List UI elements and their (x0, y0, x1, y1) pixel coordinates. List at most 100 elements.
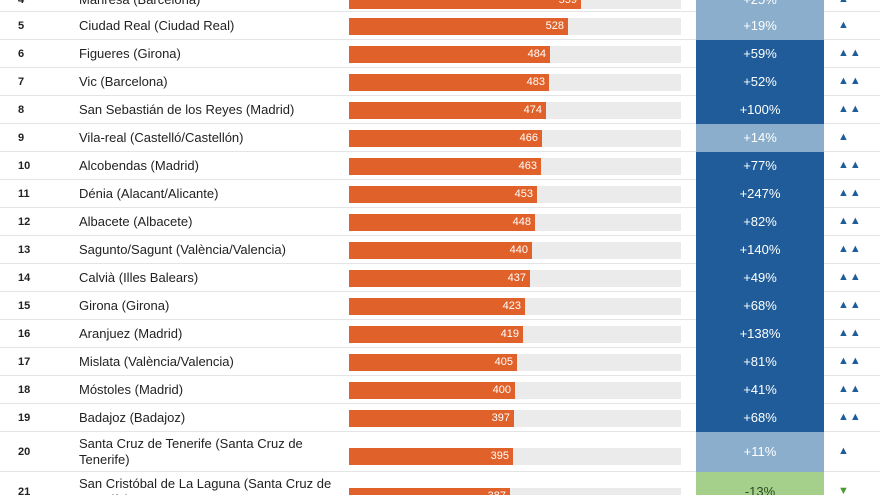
rank-cell: 11 (18, 188, 30, 200)
table-row: 19 Badajoz (Badajoz) 397 +68% ▲▲ (0, 404, 880, 432)
rank-cell: 16 (18, 328, 31, 340)
table-row: 18 Móstoles (Madrid) 400 +41% ▲▲ (0, 376, 880, 404)
change-cell: +41% (696, 376, 824, 404)
value-bar (349, 353, 517, 371)
table-row: 9 Vila-real (Castelló/Castellón) 466 +14% ▲ (0, 124, 880, 152)
rank-cell: 10 (18, 160, 31, 172)
trend-up-icon: ▲▲ (838, 271, 862, 283)
trend-up-icon: ▲ (838, 19, 850, 31)
municipality-name: Santa Cruz de Tenerife (Santa Cruz de Te… (79, 436, 303, 467)
change-cell: -13% (696, 472, 824, 495)
bar-value-label: 437 (507, 271, 526, 284)
municipality-name: Manresa (Barcelona) (79, 0, 334, 8)
value-bar (349, 129, 542, 147)
value-bar (349, 0, 581, 9)
rank-cell: 14 (18, 272, 31, 284)
table-row: 13 Sagunto/Sagunt (València/Valencia) 440 +… (0, 236, 880, 264)
table-row: 5 Ciudad Real (Ciudad Real) 528 +19% ▲ (0, 12, 880, 40)
bar-track (349, 487, 681, 495)
rank-cell: 6 (18, 48, 25, 60)
change-cell: +247% (696, 180, 824, 208)
municipality-name: Alcobendas (Madrid) (79, 158, 199, 173)
bar-value-label: 419 (500, 327, 519, 340)
rank-cell: 17 (18, 356, 31, 368)
municipality-name: Vic (Barcelona) (79, 74, 168, 89)
municipality-name: Dénia (Alacant/Alicante) (79, 186, 219, 201)
bar-value-label: 559 (521, 0, 577, 9)
table-row: 14 Calvià (Illes Balears) 437 +49% ▲▲ (0, 264, 880, 292)
table-row: 16 Aranjuez (Madrid) 419 +138% ▲▲ (0, 320, 880, 348)
municipality-name: Albacete (Albacete) (79, 214, 193, 229)
change-cell: +14% (696, 124, 824, 152)
change-cell: +68% (696, 404, 824, 432)
rank-cell: 4 (18, 0, 25, 6)
value-bar (349, 269, 530, 287)
bar-value-label: 483 (526, 75, 545, 88)
value-bar (349, 185, 537, 203)
change-cell: +52% (696, 68, 824, 96)
table-row: 11 Dénia (Alacant/Alicante) 453 +247% ▲▲ (0, 180, 880, 208)
value-bar (349, 487, 510, 495)
change-cell: +25% (696, 0, 824, 12)
rank-cell: 12 (18, 216, 31, 228)
rank-cell: 19 (18, 412, 31, 424)
trend-up-icon: ▲▲ (838, 243, 862, 255)
value-bar (349, 409, 514, 427)
table-row: 6 Figueres (Girona) 484 +59% ▲▲ (0, 40, 880, 68)
bar-value-label: 463 (518, 159, 537, 172)
municipality-name: San Cristóbal de La Laguna (Santa Cruz d… (79, 476, 332, 495)
municipality-name: Móstoles (Madrid) (79, 382, 184, 397)
rank-cell: 5 (18, 20, 25, 32)
table-row: 8 San Sebastián de los Reyes (Madrid) 474 +… (0, 96, 880, 124)
value-bar (349, 241, 532, 259)
change-cell: +19% (696, 12, 824, 40)
trend-up-icon: ▲▲ (838, 411, 862, 423)
bar-value-label: 453 (514, 187, 533, 200)
trend-up-icon: ▲ (838, 131, 850, 143)
trend-up-icon: ▲▲ (838, 215, 862, 227)
table-row: 20 Santa Cruz de Tenerife (Santa Cruz de … (0, 432, 880, 472)
municipality-name: Badajoz (Badajoz) (79, 410, 186, 425)
table-row: 15 Girona (Girona) 423 +68% ▲▲ (0, 292, 880, 320)
bar-value-label: 397 (491, 411, 510, 424)
value-bar (349, 17, 568, 35)
change-cell: +49% (696, 264, 824, 292)
trend-up-icon: ▲▲ (838, 47, 862, 59)
rank-cell: 9 (18, 132, 25, 144)
value-bar (349, 45, 550, 63)
bar-value-label: 474 (523, 103, 542, 116)
rank-cell: 20 (18, 446, 31, 458)
trend-up-icon: ▲▲ (838, 75, 862, 87)
rank-cell: 8 (18, 104, 25, 116)
value-bar (349, 213, 535, 231)
municipality-name: Vila-real (Castelló/Castellón) (79, 130, 244, 145)
rank-cell: 18 (18, 384, 31, 396)
trend-up-icon: ▲▲ (838, 187, 862, 199)
municipality-name: San Sebastián de los Reyes (Madrid) (79, 102, 295, 117)
change-cell: +81% (696, 348, 824, 376)
municipality-name: Girona (Girona) (79, 298, 170, 313)
municipality-name: Sagunto/Sagunt (València/Valencia) (79, 242, 286, 257)
municipality-name: Figueres (Girona) (79, 46, 181, 61)
value-bar (349, 101, 546, 119)
bar-value-label: 387 (450, 488, 506, 495)
table-row: 10 Alcobendas (Madrid) 463 +77% ▲▲ (0, 152, 880, 180)
change-cell: +82% (696, 208, 824, 236)
value-bar (349, 447, 513, 465)
bar-value-label: 423 (502, 299, 521, 312)
bar-value-label: 448 (512, 215, 531, 228)
value-bar (349, 325, 523, 343)
rank-cell: 21 (18, 486, 31, 495)
table-row: 21 San Cristóbal de La Laguna (Santa Cruz… (0, 472, 880, 495)
bar-value-label: 440 (509, 243, 528, 256)
change-cell: +77% (696, 152, 824, 180)
bar-value-label: 484 (527, 47, 546, 60)
table-row: 7 Vic (Barcelona) 483 +52% ▲▲ (0, 68, 880, 96)
bar-value-label: 395 (490, 449, 509, 462)
rank-cell: 7 (18, 76, 25, 88)
change-cell: +138% (696, 320, 824, 348)
trend-up-icon: ▲▲ (838, 299, 862, 311)
municipality-name: Mislata (València/Valencia) (79, 354, 234, 369)
trend-up-icon: ▲▲ (838, 159, 862, 171)
